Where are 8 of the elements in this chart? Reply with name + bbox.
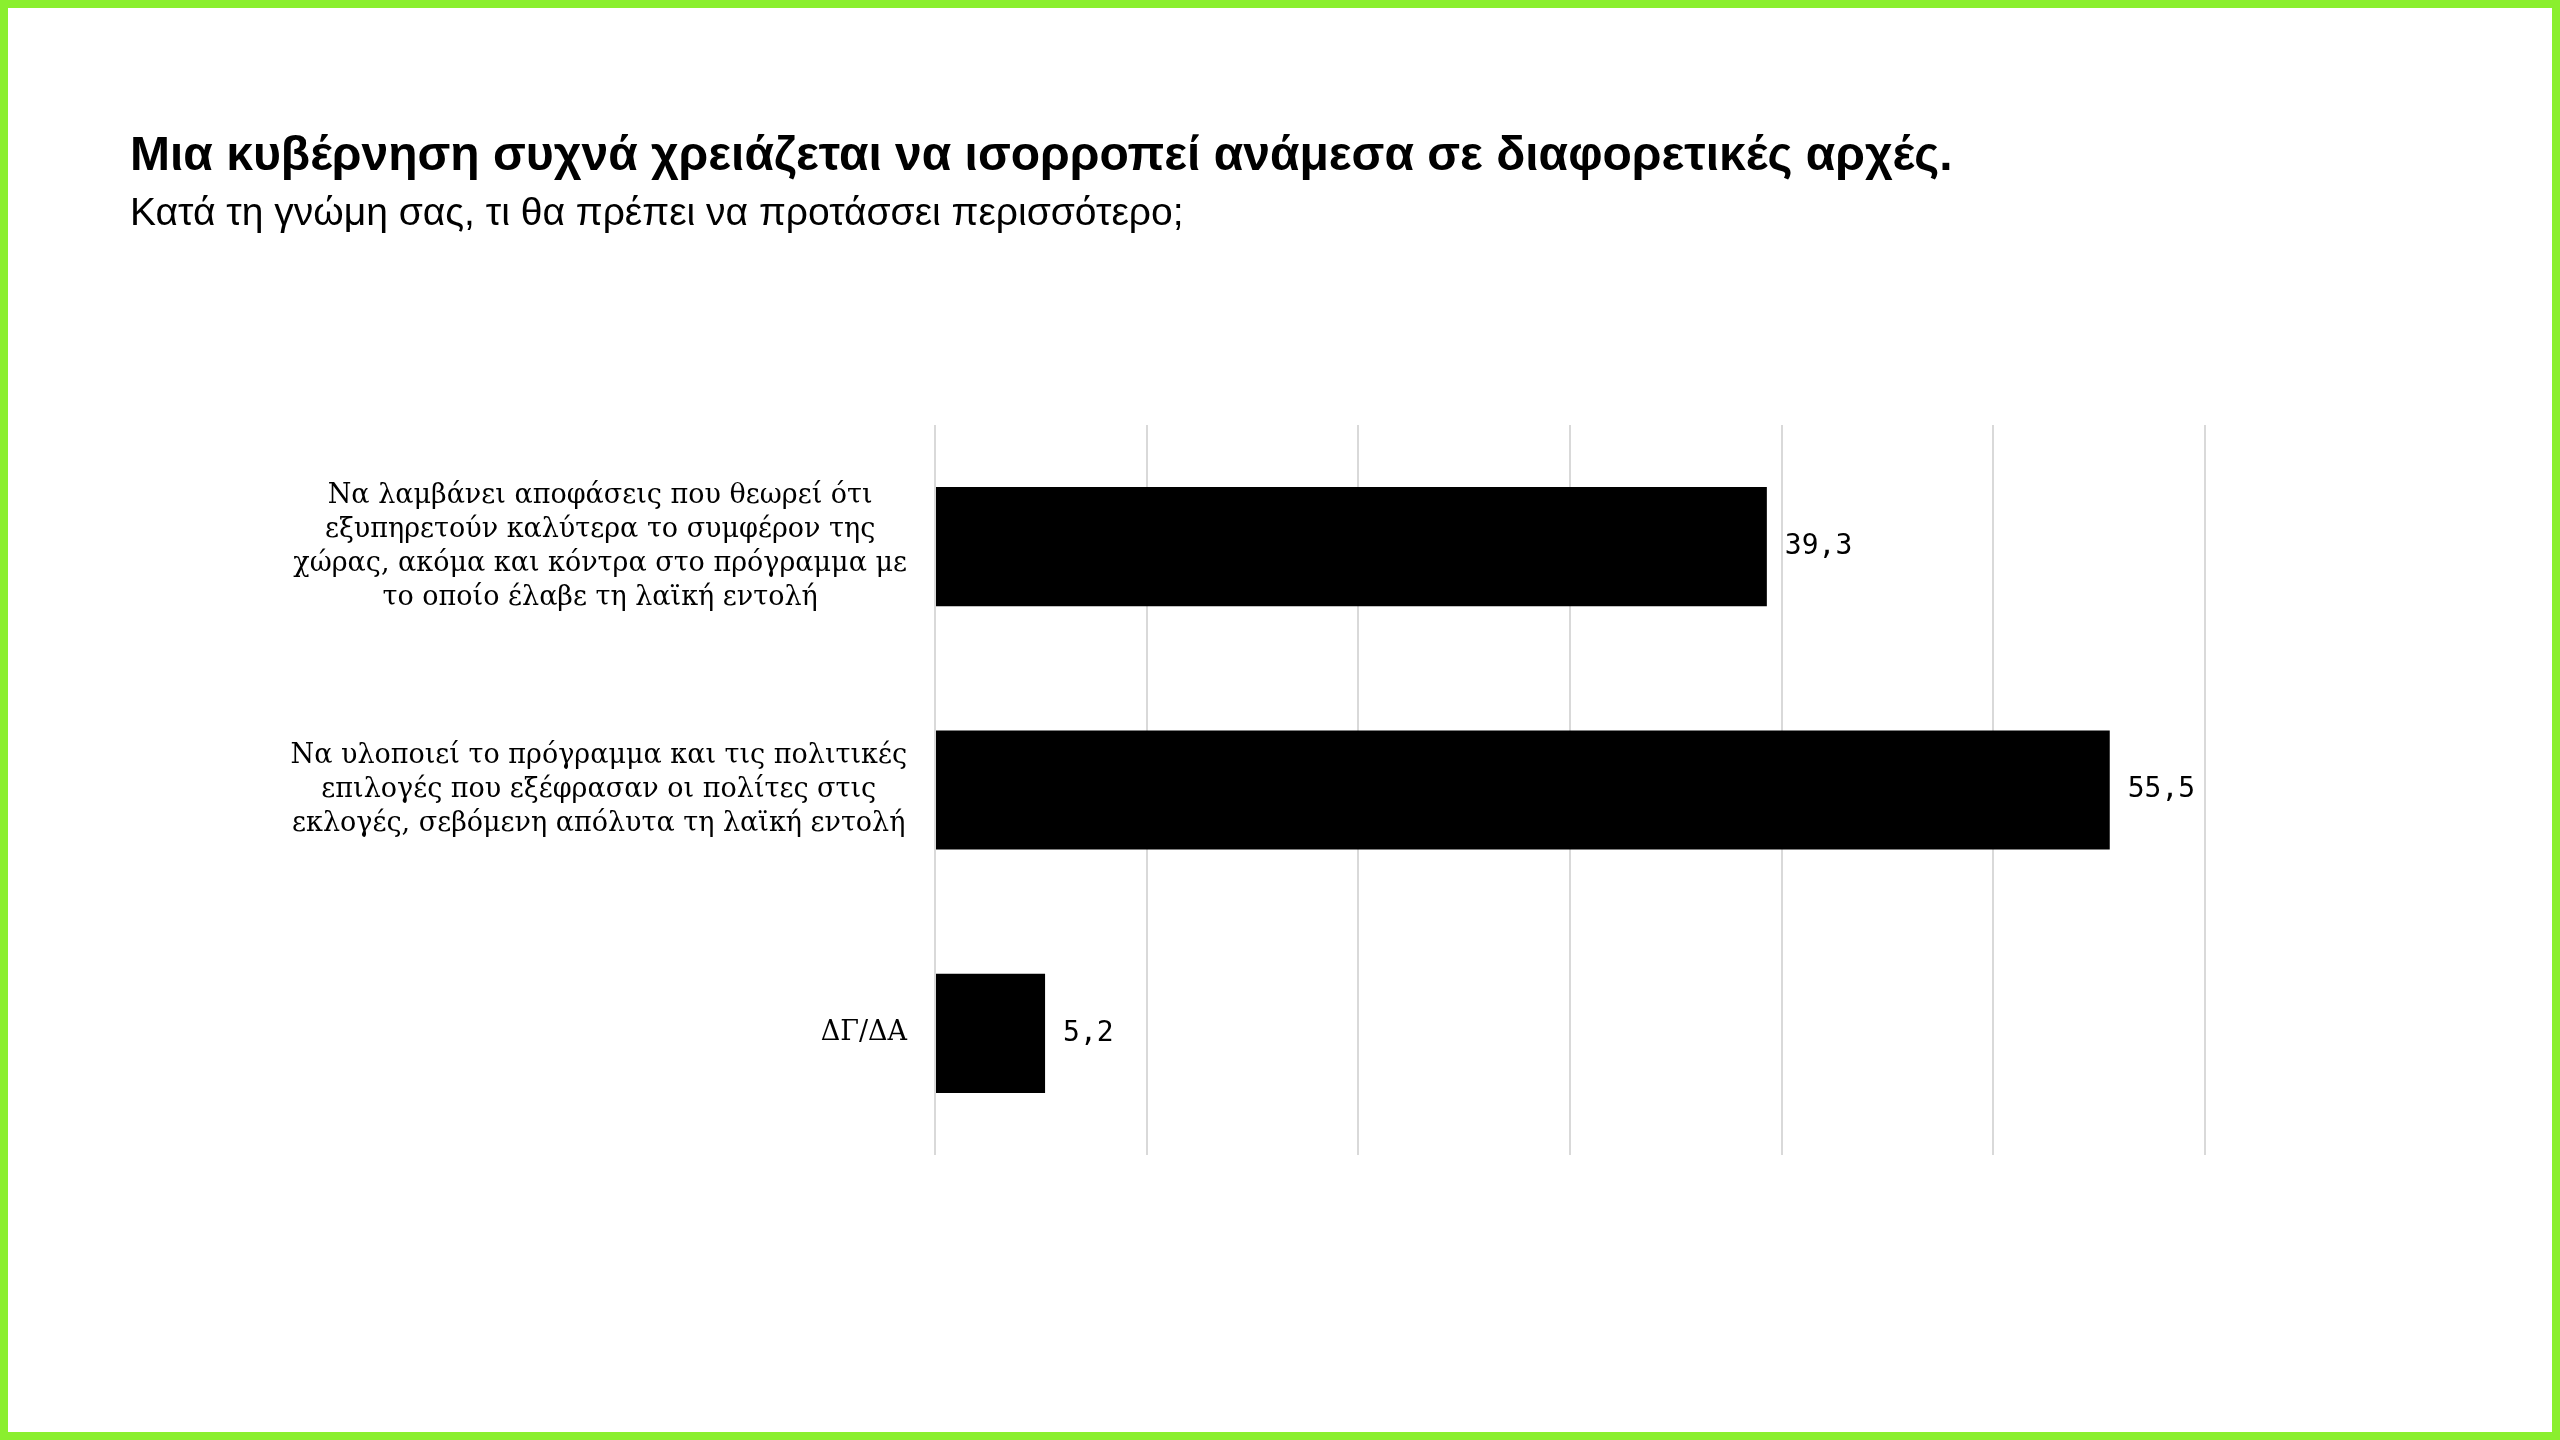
y-tick-label: Να υλοποιεί το πρόγραμμα και τις πολιτικές επιλογές που εξέφρασαν οι πολίτες στις εκλογές, σεβόμενη απόλυτα τη λαϊκή εντολή xyxy=(290,738,907,838)
y-tick-label: ΔΓ/ΔΑ xyxy=(820,1015,908,1047)
chart-subtitle: Κατά τη γνώμη σας, τι θα πρέπει να προτάσσει περισσότερο; xyxy=(130,190,1184,234)
y-tick-label: Να λαμβάνει αποφάσεις που θεωρεί ότι εξυπηρετούν καλύτερα το συμφέρον της χώρας, ακόμα και κόντρα στο πρόγραμμα με το οποίο έλαβε τη λαϊκή εντολή xyxy=(293,477,907,611)
data-label: 39,3 xyxy=(1784,527,1853,561)
data-label: 5,2 xyxy=(1063,1014,1114,1048)
chart-title: Μια κυβέρνηση συχνά χρειάζεται να ισορροπεί ανάμεσα σε διαφορετικές αρχές. xyxy=(130,126,1953,181)
data-label: 55,5 xyxy=(2127,771,2196,805)
